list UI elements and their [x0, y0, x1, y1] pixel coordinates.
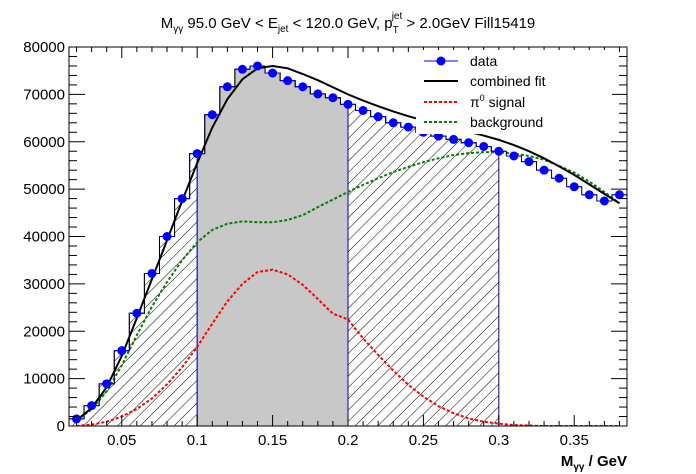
data-point: [298, 82, 308, 92]
legend: data combined fit π0 signal background: [416, 50, 612, 134]
xlabel-sub: γγ: [573, 462, 585, 473]
shaded-regions: [69, 65, 500, 426]
data-point: [479, 141, 489, 151]
title-part-2: < 120.0 GeV, p: [288, 15, 392, 32]
title-e-sub: jet: [277, 24, 289, 35]
y-tick-label: 60000: [23, 134, 65, 151]
y-tick-label: 70000: [23, 86, 65, 103]
x-tick-label: 0.05: [107, 432, 136, 449]
x-tick-label: 0.3: [488, 432, 509, 449]
y-tick-label: 40000: [23, 229, 65, 246]
data-point: [358, 105, 368, 115]
title-part-1: 95.0 GeV < E: [183, 15, 278, 32]
title-p-sup: jet: [391, 11, 403, 22]
y-tick-label: 0: [57, 418, 65, 435]
legend-entry-background: background: [424, 114, 543, 130]
y-tick-label: 80000: [23, 39, 65, 56]
data-point: [494, 146, 504, 156]
legend-fit-label: combined fit: [470, 73, 546, 89]
legend-signal-pi: π: [470, 94, 480, 110]
data-point: [177, 194, 187, 204]
data-point: [584, 190, 594, 200]
legend-entry-data: data: [424, 53, 497, 69]
data-point: [162, 232, 172, 241]
x-tick-label: 0.15: [258, 432, 287, 449]
data-point: [539, 165, 549, 175]
data-point: [614, 190, 624, 200]
data-point: [237, 64, 247, 74]
data-point: [328, 93, 338, 103]
data-point: [87, 401, 97, 411]
x-axis-title: Mγγ / GeV: [561, 453, 627, 473]
legend-box: [416, 50, 612, 134]
y-tick-label: 50000: [23, 181, 65, 198]
x-tick-label: 0.1: [187, 432, 208, 449]
data-point: [102, 379, 112, 389]
data-point: [343, 99, 353, 109]
title-part-3: > 2.0GeV Fill15419: [402, 15, 535, 32]
legend-signal-label: π0 signal: [470, 93, 525, 110]
chart-title: Mγγ 95.0 GeV < Ejet < 120.0 GeV, pTjet >…: [161, 11, 536, 36]
title-m: M: [161, 15, 174, 32]
data-point: [449, 134, 459, 144]
data-point: [464, 138, 474, 148]
data-point: [283, 76, 293, 86]
legend-signal-rest: signal: [485, 94, 525, 110]
data-point: [403, 122, 413, 132]
region-left-sideband: [69, 153, 198, 426]
legend-background-label: background: [470, 114, 543, 130]
data-point: [147, 268, 157, 278]
legend-data-label: data: [470, 53, 497, 69]
x-tick-label: 0.25: [409, 432, 438, 449]
x-tick-label: 0.35: [560, 432, 589, 449]
background-curve: [75, 151, 621, 422]
y-tick-label: 30000: [23, 276, 65, 293]
data-point: [222, 82, 232, 92]
data-point: [599, 196, 609, 206]
data-point: [253, 61, 263, 71]
xlabel-m: M: [561, 453, 574, 470]
signal-curve: [76, 268, 620, 426]
data-point: [388, 118, 398, 128]
xlabel-rest: / GeV: [584, 453, 627, 470]
y-tick-label: 20000: [23, 323, 65, 340]
data-point: [569, 182, 579, 192]
data-point: [192, 149, 202, 159]
data-point: [207, 110, 217, 120]
data-point: [117, 346, 127, 356]
y-tick-label: 10000: [23, 371, 65, 388]
legend-data-marker: [436, 56, 446, 66]
legend-entry-fit: combined fit: [424, 73, 546, 89]
data-point: [268, 68, 278, 78]
x-axis: 0.05 0.1 0.15 0.2 0.25 0.3 0.35: [76, 47, 620, 449]
region-signal-region: [196, 65, 349, 426]
title-m-sub: γγ: [173, 24, 183, 35]
y-axis: 0 10000 20000 30000 40000 50000 60000 70000 8000…: [23, 39, 627, 435]
x-tick-label: 0.2: [338, 432, 359, 449]
data-point: [524, 157, 534, 167]
title-p-sub: T: [393, 25, 399, 36]
legend-entry-signal: π0 signal: [424, 93, 525, 110]
data-point: [509, 151, 519, 161]
data-point: [132, 308, 142, 318]
data-point: [313, 89, 323, 99]
legend-signal-sup: 0: [480, 93, 485, 103]
data-point: [373, 112, 383, 122]
data-point: [554, 173, 564, 183]
